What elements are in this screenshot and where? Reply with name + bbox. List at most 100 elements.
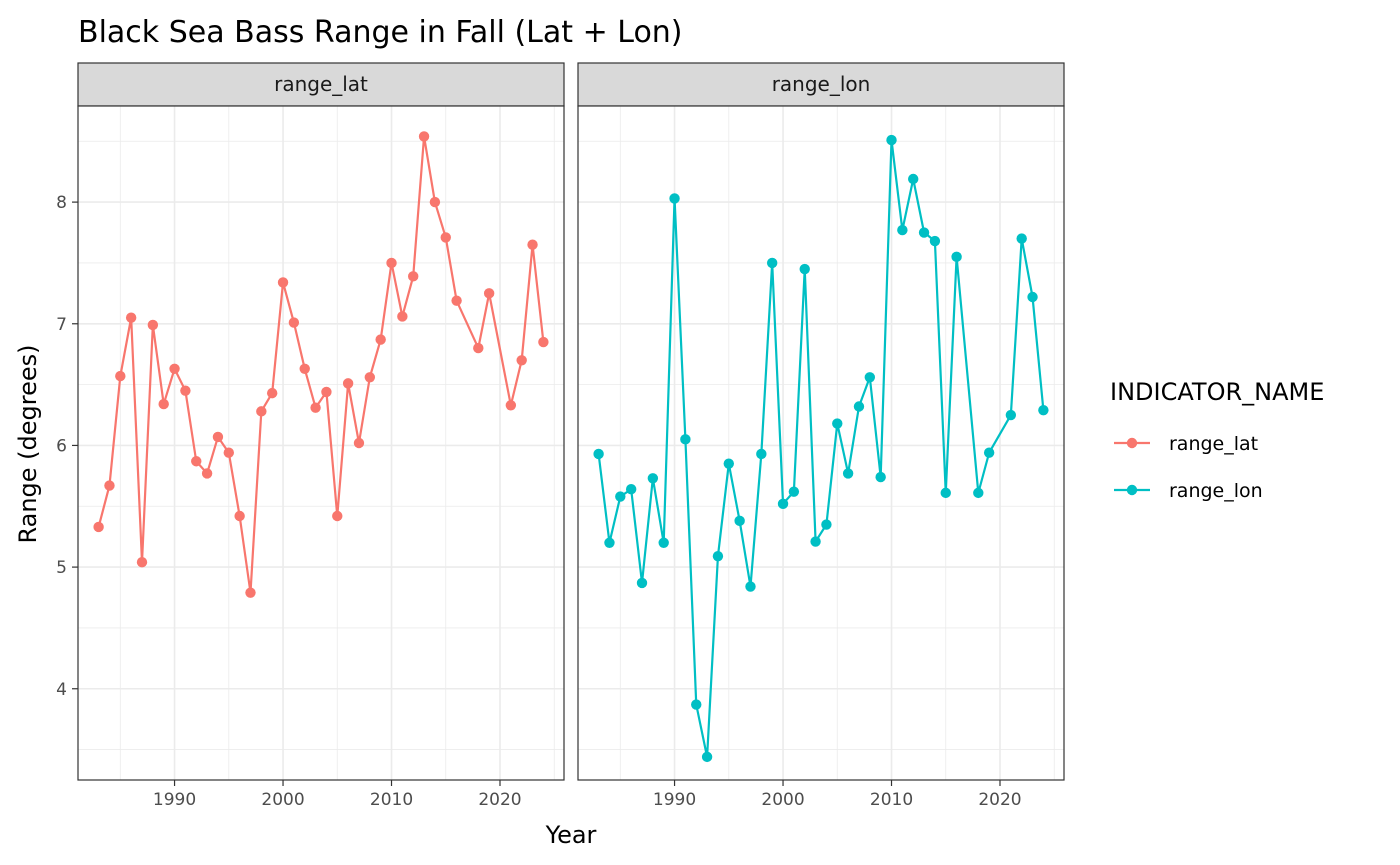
data-point	[256, 406, 267, 417]
data-point	[593, 448, 604, 460]
data-point	[266, 387, 278, 399]
data-point	[451, 295, 462, 306]
legend-key-point	[1126, 484, 1138, 496]
legend: INDICATOR_NAME range_lat range_lon	[1110, 378, 1324, 502]
facet-strip	[577, 62, 1065, 107]
data-point	[918, 227, 930, 238]
chart-title: Black Sea Bass Range in Fall (Lat + Lon)	[78, 15, 683, 50]
panel-border	[577, 105, 1065, 781]
data-point	[788, 486, 800, 497]
data-point	[691, 699, 702, 710]
x-tick-label: 1990	[653, 790, 696, 810]
panel-background	[78, 106, 564, 780]
data-point	[158, 398, 169, 410]
data-point	[647, 473, 659, 484]
data-point	[810, 536, 821, 547]
data-point	[701, 751, 713, 763]
data-point	[147, 319, 159, 331]
y-tick-label: 6	[56, 436, 67, 456]
data-point	[821, 519, 832, 530]
data-point	[397, 311, 408, 322]
x-axis-title: Year	[545, 821, 597, 849]
panel-border	[77, 105, 565, 781]
data-point	[983, 447, 995, 458]
data-point	[418, 131, 430, 142]
data-point	[364, 372, 376, 383]
data-point	[429, 196, 441, 208]
data-point	[929, 235, 941, 247]
data-point	[625, 484, 637, 495]
data-point	[527, 239, 538, 250]
data-point	[386, 257, 397, 269]
data-point	[180, 385, 191, 396]
panel-background	[578, 106, 1064, 780]
data-point	[212, 431, 224, 443]
data-point	[745, 581, 756, 592]
x-tick-label: 2020	[978, 790, 1021, 810]
data-point	[940, 487, 951, 499]
y-axis-title: Range (degrees)	[14, 344, 42, 543]
data-point	[973, 487, 984, 499]
data-point	[125, 312, 137, 323]
data-point	[658, 537, 669, 548]
data-point	[875, 471, 886, 483]
data-point	[897, 224, 908, 236]
data-point	[191, 456, 202, 467]
panel-range_lon: range_lon 1990 2000 2010 2020	[577, 62, 1065, 810]
data-point	[723, 458, 734, 469]
legend-label: range_lon	[1169, 480, 1263, 502]
data-point	[886, 134, 897, 146]
data-point	[277, 277, 289, 288]
data-point	[332, 510, 343, 522]
data-point	[636, 577, 648, 589]
legend-label: range_lat	[1169, 433, 1258, 455]
data-point	[505, 400, 517, 411]
y-tick-label: 8	[56, 193, 67, 213]
legend-key-point	[1126, 437, 1138, 449]
data-point	[1038, 404, 1049, 416]
data-point	[1016, 233, 1027, 244]
series-line-range_lon	[597, 138, 1045, 758]
legend-item-range_lon: range_lon	[1114, 480, 1263, 502]
x-tick-label: 2010	[870, 790, 913, 810]
facet-strip	[77, 62, 565, 107]
facet-panels: range_lat 1990 2000 2010 2020 4 5 6 7 8 range_lon 1…	[56, 62, 1065, 810]
data-point	[766, 257, 778, 269]
data-point	[538, 336, 549, 348]
data-point	[604, 537, 615, 548]
data-point	[864, 372, 876, 383]
data-point	[951, 251, 962, 263]
data-point	[223, 447, 234, 458]
x-tick-label: 2000	[761, 790, 804, 810]
data-point	[842, 468, 854, 479]
y-tick-label: 7	[56, 315, 67, 335]
y-tick-label: 5	[56, 558, 67, 578]
data-point	[115, 370, 126, 382]
data-point	[321, 386, 332, 398]
data-point	[799, 263, 810, 275]
data-point	[408, 271, 419, 282]
data-point	[440, 232, 451, 243]
data-point	[201, 468, 213, 479]
data-point	[473, 342, 484, 354]
facet-strip-label: range_lat	[274, 72, 368, 96]
data-point	[245, 587, 256, 598]
data-point	[93, 521, 104, 533]
data-point	[680, 434, 691, 445]
data-point	[516, 355, 527, 366]
data-point	[299, 363, 310, 374]
x-tick-label: 2020	[478, 790, 521, 810]
data-point	[756, 448, 767, 460]
data-point	[104, 480, 115, 491]
x-tick-label: 2000	[261, 790, 304, 810]
data-point	[483, 288, 495, 299]
data-point	[353, 437, 365, 449]
x-tick-label: 1990	[153, 790, 196, 810]
facet-strip-label: range_lon	[772, 72, 871, 96]
data-point	[908, 173, 919, 185]
data-point	[169, 363, 180, 374]
data-point	[136, 557, 148, 568]
data-point	[777, 498, 789, 510]
legend-title: INDICATOR_NAME	[1110, 378, 1324, 406]
